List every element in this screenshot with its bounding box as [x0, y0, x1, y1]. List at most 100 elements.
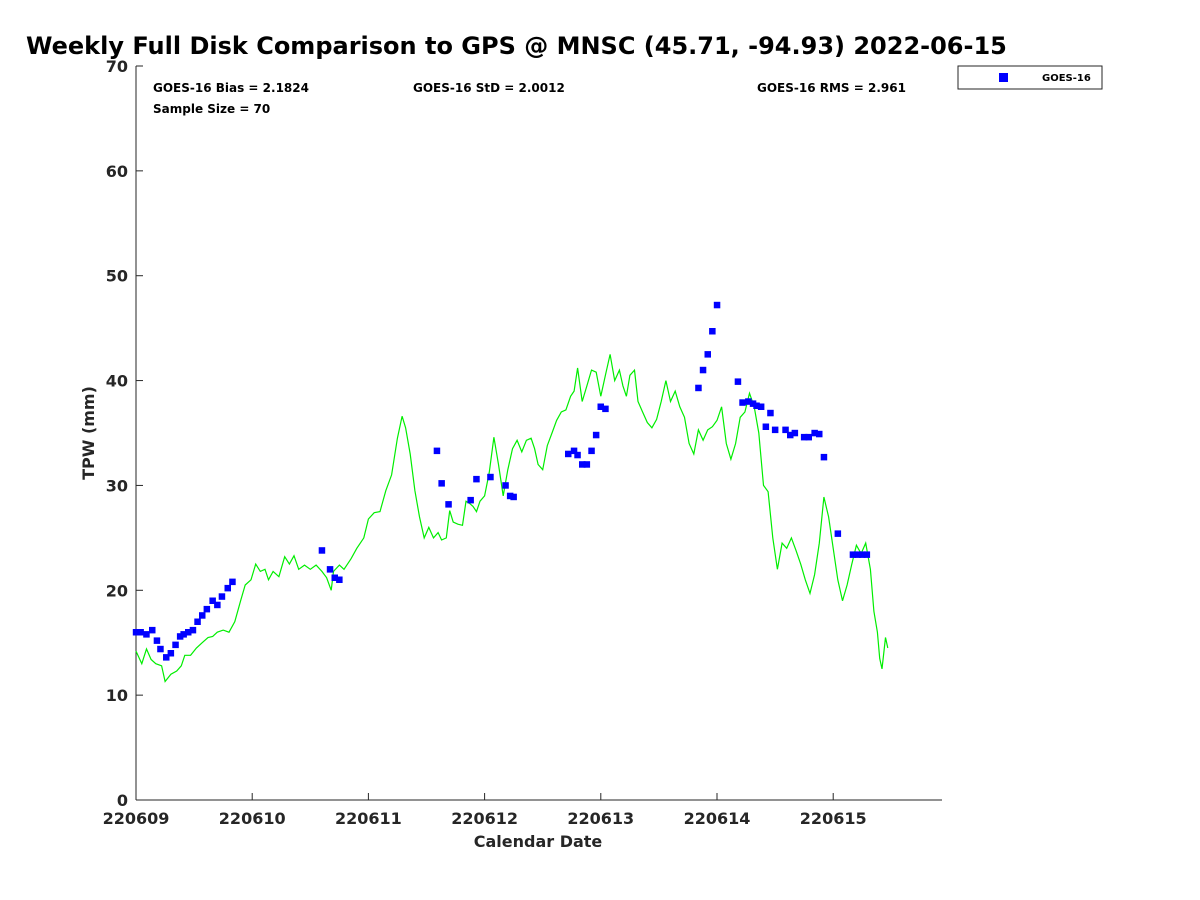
- goes16-point: [167, 650, 175, 657]
- legend-goes16-marker: [999, 73, 1008, 82]
- y-tick-label: 40: [106, 372, 128, 391]
- goes16-point: [597, 403, 604, 410]
- goes16-point: [771, 426, 779, 434]
- goes16-point: [189, 626, 197, 634]
- y-tick-label: 70: [106, 57, 128, 76]
- goes16-series-points: [132, 301, 871, 661]
- goes16-point: [588, 447, 595, 455]
- x-tick-label: 220613: [567, 809, 634, 828]
- goes16-point: [180, 631, 187, 638]
- legend-box: [957, 65, 1103, 90]
- sample-size-stat: Sample Size = 70: [153, 102, 270, 116]
- goes16-point: [854, 551, 861, 558]
- legend: GOES-16: [957, 65, 1103, 90]
- goes16-point: [214, 601, 221, 609]
- goes16-point: [805, 433, 812, 441]
- goes16-point: [602, 405, 609, 413]
- goes16-point: [336, 576, 343, 583]
- goes16-point: [739, 399, 746, 406]
- goes16-point: [704, 351, 711, 358]
- goes16-point: [487, 473, 494, 481]
- x-tick-label: 220612: [451, 809, 518, 828]
- goes16-point: [849, 551, 857, 558]
- goes16-point: [218, 593, 226, 600]
- x-tick-label: 220611: [335, 809, 402, 828]
- goes16-point: [199, 612, 206, 619]
- goes16-point: [143, 631, 150, 638]
- goes16-point: [820, 453, 828, 461]
- goes16-point: [749, 400, 757, 407]
- goes16-point: [762, 423, 770, 430]
- goes16-point: [473, 475, 480, 483]
- goes16-point: [194, 618, 201, 625]
- goes16-point: [757, 403, 765, 410]
- x-tick-label: 220614: [684, 809, 751, 828]
- goes16-point: [203, 605, 211, 613]
- goes16-point: [565, 450, 572, 458]
- goes16-point: [502, 482, 509, 489]
- goes16-point: [574, 451, 581, 459]
- goes16-point: [816, 430, 823, 438]
- x-axis-label: Calendar Date: [474, 832, 603, 851]
- std-stat: GOES-16 StD = 2.0012: [413, 81, 565, 95]
- goes16-point: [172, 641, 179, 649]
- goes16-point: [753, 402, 760, 409]
- y-tick-label: 30: [106, 476, 128, 495]
- goes16-point: [137, 629, 144, 636]
- y-tick-label: 50: [106, 267, 128, 286]
- y-tick-label: 60: [106, 162, 128, 181]
- goes16-point: [834, 530, 842, 537]
- goes16-point: [579, 461, 586, 468]
- bias-stat: GOES-16 Bias = 2.1824: [153, 81, 309, 95]
- goes16-point: [318, 547, 326, 554]
- goes16-point: [438, 480, 445, 487]
- goes16-point: [709, 328, 716, 335]
- goes16-point: [132, 629, 140, 636]
- goes16-point: [570, 447, 578, 455]
- goes16-point: [326, 566, 334, 573]
- goes16-point: [713, 301, 721, 309]
- goes16-point: [433, 447, 441, 455]
- goes16-point: [176, 633, 184, 640]
- goes16-point: [153, 637, 161, 644]
- goes16-point: [699, 366, 707, 374]
- x-ticks: 220609 220610 220611 220612 220613 220614 2206…: [103, 793, 867, 828]
- y-tick-label: 10: [106, 686, 128, 705]
- x-tick-label: 220615: [800, 809, 867, 828]
- goes16-point: [149, 626, 156, 634]
- goes16-point: [859, 551, 866, 558]
- x-tick-label: 220610: [219, 809, 286, 828]
- goes16-point: [811, 429, 818, 437]
- goes16-point: [445, 501, 452, 508]
- y-tick-label: 0: [117, 791, 128, 810]
- goes16-point: [583, 461, 591, 468]
- goes16-point: [782, 426, 789, 434]
- goes16-point: [767, 409, 774, 417]
- y-axis-label: TPW (mm): [79, 386, 98, 480]
- goes16-point: [510, 493, 517, 501]
- goes16-point: [185, 629, 192, 636]
- goes16-point: [734, 378, 742, 385]
- legend-goes16-label: GOES-16: [1042, 73, 1091, 84]
- goes16-point: [506, 492, 514, 500]
- goes16-point: [863, 551, 871, 558]
- goes16-point: [592, 431, 600, 439]
- y-tick-label: 20: [106, 581, 128, 600]
- goes16-point: [695, 384, 702, 392]
- goes16-point: [331, 574, 338, 581]
- y-ticks: 0 10 20 30 40 50 60 70: [106, 57, 143, 810]
- goes16-point: [745, 398, 752, 405]
- chart-title: Weekly Full Disk Comparison to GPS @ MNS…: [26, 32, 1007, 60]
- rms-stat: GOES-16 RMS = 2.961: [757, 81, 906, 95]
- goes16-point: [787, 431, 794, 439]
- goes16-point: [163, 654, 170, 661]
- goes16-point: [467, 496, 474, 504]
- goes16-point: [791, 429, 799, 437]
- goes16-point: [209, 597, 216, 604]
- x-tick-label: 220609: [103, 809, 170, 828]
- goes16-point: [229, 578, 236, 586]
- goes16-point: [800, 433, 808, 441]
- goes16-point: [157, 645, 164, 653]
- goes16-point: [224, 584, 231, 592]
